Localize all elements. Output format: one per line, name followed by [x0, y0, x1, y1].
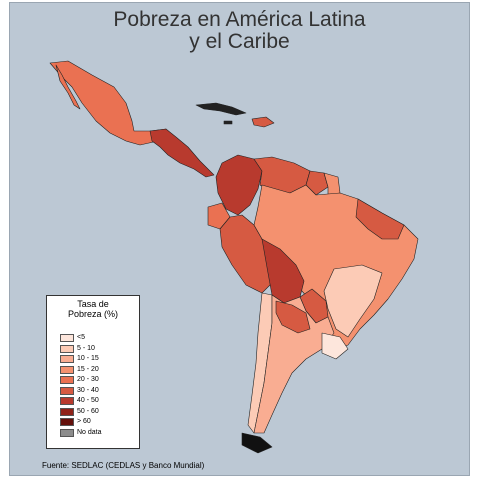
region-uruguay	[321, 332, 349, 360]
legend-title-line-1: Tasa de	[77, 299, 109, 309]
region-brazil-northeast	[355, 198, 405, 240]
legend-swatch	[60, 407, 74, 416]
region-guyana	[305, 170, 329, 196]
legend-item: 30 - 40	[60, 386, 140, 395]
region-central-america	[149, 128, 215, 178]
legend-swatch	[60, 418, 74, 426]
legend-swatch	[60, 376, 74, 384]
legend-title: Tasa de Pobreza (%)	[47, 299, 139, 319]
legend-title-line-2: Pobreza (%)	[67, 309, 119, 319]
title-line-2: y el Caribe	[189, 30, 290, 53]
region-baja-california	[55, 64, 81, 110]
legend-swatch	[60, 365, 74, 374]
region-colombia	[215, 154, 263, 216]
legend-item: 15 - 20	[60, 365, 140, 374]
legend-swatch	[60, 334, 74, 342]
region-mexico	[49, 60, 167, 146]
legend-label: 40 - 50	[77, 397, 99, 404]
title-line-1: Pobreza en América Latina	[113, 8, 366, 31]
legend-swatch	[60, 386, 74, 395]
legend-swatch	[60, 397, 74, 405]
region-brazil-south	[323, 264, 383, 338]
legend-label: 20 - 30	[77, 376, 99, 383]
choropleth-map	[49, 60, 419, 454]
legend-label: 15 - 20	[77, 365, 99, 373]
legend-label: 10 - 15	[77, 355, 99, 362]
legend-item: <5	[60, 334, 140, 342]
legend-swatch	[60, 428, 74, 437]
region-cuba	[195, 102, 247, 116]
legend-label: No data	[77, 428, 102, 436]
legend-item: 20 - 30	[60, 376, 140, 384]
legend-swatch	[60, 355, 74, 363]
legend-swatch	[60, 344, 74, 353]
legend-label: 5 - 10	[77, 344, 95, 352]
legend-label: 30 - 40	[77, 386, 99, 394]
legend-item: 50 - 60	[60, 407, 140, 416]
map-frame: Pobreza en América Latina y el Caribe	[9, 2, 470, 476]
legend-label: 50 - 60	[77, 407, 99, 415]
legend: Tasa de Pobreza (%) <5 5 - 10 10 - 15 15 - …	[46, 295, 140, 449]
legend-label: > 60	[77, 418, 91, 425]
legend-item: 40 - 50	[60, 397, 140, 405]
region-hispaniola	[251, 116, 275, 128]
legend-item: 10 - 15	[60, 355, 140, 363]
map-title: Pobreza en América Latina y el Caribe	[10, 9, 469, 53]
legend-item: 5 - 10	[60, 344, 140, 353]
region-argentina-north	[275, 300, 311, 334]
legend-label: <5	[77, 334, 85, 341]
legend-item: No data	[60, 428, 140, 437]
region-tierra-del-fuego	[241, 432, 273, 454]
region-jamaica	[223, 120, 233, 125]
region-argentina	[253, 294, 335, 434]
legend-item: > 60	[60, 418, 140, 426]
source-note: Fuente: SEDLAC (CEDLAS y Banco Mundial)	[42, 461, 205, 470]
